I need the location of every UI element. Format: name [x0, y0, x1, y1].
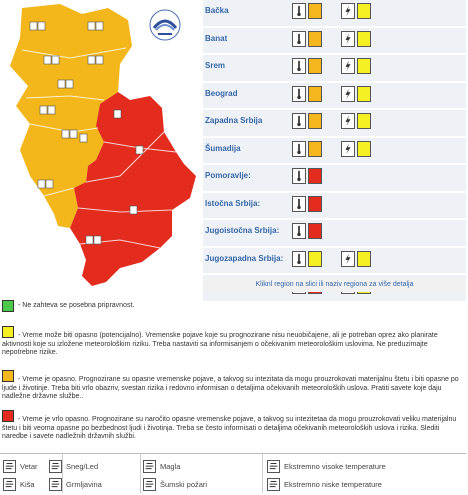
legend-green: - Ne zahteva se posebna pripravnost. [2, 300, 462, 314]
thermometer-icon [292, 140, 306, 157]
cold-thermometer-icon [267, 478, 280, 491]
thermometer-icon [292, 250, 306, 267]
orange-swatch [2, 370, 14, 382]
phenomenon-label: Sneg/Led [66, 462, 99, 471]
region-name[interactable]: Zapadna Srbija [205, 116, 263, 125]
snowflake-icon [49, 460, 62, 473]
thunder-icon [341, 30, 355, 47]
thermometer-icon [292, 58, 306, 74]
region-row[interactable]: Bačka [203, 0, 466, 28]
phenomenon-label: Kiša [20, 480, 35, 489]
warning-level-swatch [308, 223, 322, 239]
region-row[interactable]: Istočna Srbija: [203, 192, 466, 220]
thunder-icon [341, 250, 355, 267]
thunder-icon [341, 140, 355, 157]
phenomena-legend: Vetar Sneg/Led Magla Ekstremno visoke tempe… [0, 453, 466, 494]
warning-level-swatch [308, 140, 322, 157]
rain-icon [3, 478, 16, 491]
warning-level-swatch [357, 3, 371, 19]
map-red-region[interactable] [70, 92, 196, 286]
warning-level-swatch [357, 250, 371, 267]
warning-level-swatch [308, 250, 322, 267]
thermometer-icon [292, 195, 306, 212]
warning-level-swatch [308, 3, 322, 19]
region-row[interactable]: Šumadija [203, 137, 466, 165]
region-name[interactable]: Jugoistočna Srbija: [205, 226, 280, 235]
hot-thermometer-icon [267, 460, 280, 473]
wind-icon [3, 460, 16, 473]
thunder-icon [341, 85, 355, 102]
region-row[interactable]: Jugozapadna Srbija: [203, 247, 466, 275]
map-hint: Kliknl region na slici ili naziv regiona… [203, 278, 466, 292]
legend-orange-text: - Vreme je opasno. Prognozirane su opasn… [2, 376, 459, 401]
thunder-icon [341, 113, 355, 129]
warning-level-swatch [357, 85, 371, 102]
region-row[interactable]: Jugoistočna Srbija: [203, 220, 466, 248]
region-name[interactable]: Istočna Srbija: [205, 198, 261, 208]
map-warning-icons [29, 21, 144, 245]
region-name[interactable]: Bačka [205, 6, 229, 15]
warning-level-swatch [308, 113, 322, 129]
legend-orange: - Vreme je opasno. Prognozirane su opasn… [2, 370, 462, 406]
warning-level-swatch [357, 140, 371, 157]
region-row[interactable]: Beograd [203, 82, 466, 110]
thunder-icon [49, 478, 62, 491]
thunder-icon [341, 3, 355, 19]
warning-level-swatch [308, 58, 322, 74]
region-name[interactable]: Pomoravlje: [205, 171, 251, 180]
legend-red: - Vreme je vrlo opasno. Prognozirane su … [2, 410, 462, 446]
yellow-swatch [2, 326, 14, 338]
thermometer-icon [292, 168, 306, 184]
green-swatch [2, 300, 14, 312]
thermometer-icon [292, 85, 306, 102]
thunder-icon [341, 58, 355, 74]
forest-fire-icon [143, 478, 156, 491]
legend-green-text: - Ne zahteva se posebna pripravnost. [18, 302, 135, 309]
legend-red-text: - Vreme je vrlo opasno. Prognozirane su … [2, 416, 457, 441]
warning-level-swatch [357, 113, 371, 129]
region-name[interactable]: Šumadija [205, 143, 241, 153]
rhmz-logo [148, 8, 182, 42]
region-name[interactable]: Banat [205, 33, 228, 43]
warning-level-swatch [357, 58, 371, 74]
region-name[interactable]: Srem [205, 61, 226, 70]
thermometer-icon [292, 3, 306, 19]
phenomenon-label: Ekstremno visoke temperature [284, 462, 386, 471]
legend-yellow-text: - Vreme može biti opasno (potencijalno).… [2, 332, 438, 357]
region-row[interactable]: Pomoravlje: [203, 165, 466, 193]
phenomenon-label: Šumski požari [160, 480, 208, 489]
phenomenon-label: Magla [160, 462, 181, 471]
region-name[interactable]: Jugozapadna Srbija: [205, 253, 284, 263]
warning-level-swatch [308, 85, 322, 102]
warning-level-swatch [308, 30, 322, 47]
thermometer-icon [292, 223, 306, 239]
red-swatch [2, 410, 14, 422]
warning-level-swatch [308, 195, 322, 212]
region-row[interactable]: Zapadna Srbija [203, 110, 466, 138]
phenomenon-label: Ekstremno niske temperature [284, 480, 382, 489]
region-list: Bačka Banat Srem Beograd Zapadna Srbija Šumad… [203, 0, 466, 303]
phenomenon-label: Grmljavina [66, 480, 102, 489]
warning-map[interactable] [0, 0, 202, 290]
fog-icon [143, 460, 156, 473]
legend-yellow: - Vreme može biti opasno (potencijalno).… [2, 326, 462, 362]
phenomenon-label: Vetar [20, 462, 38, 471]
region-row[interactable]: Srem [203, 55, 466, 83]
region-row[interactable]: Banat [203, 27, 466, 55]
region-name[interactable]: Beograd [205, 88, 238, 98]
warning-level-swatch [357, 30, 371, 47]
warning-level-swatch [308, 168, 322, 184]
thermometer-icon [292, 113, 306, 129]
thermometer-icon [292, 30, 306, 47]
